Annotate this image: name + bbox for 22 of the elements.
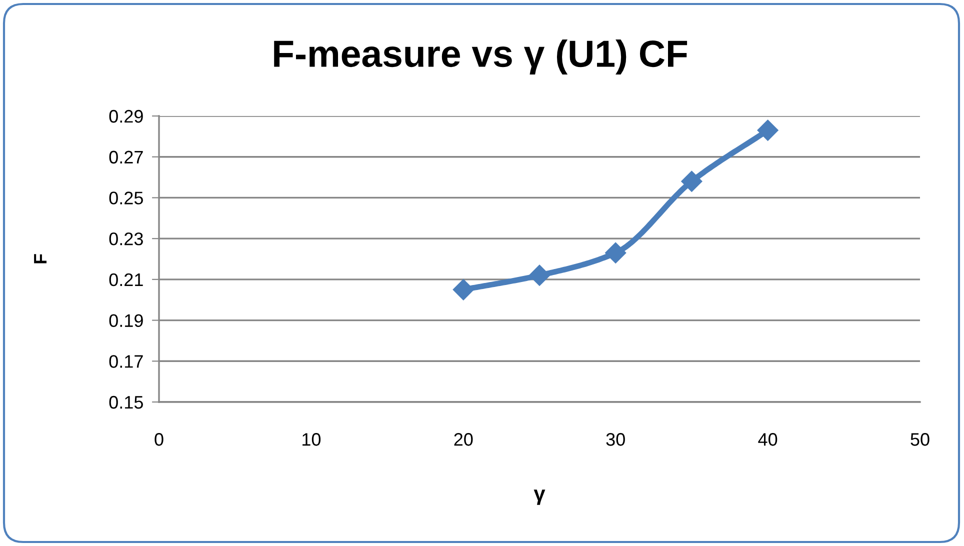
y-tick-label: 0.15	[109, 396, 143, 409]
point	[452, 279, 474, 300]
point	[528, 264, 550, 286]
y-tick-label: 0.25	[109, 192, 143, 204]
chart-title: F-measure vs γ (U1) CF	[274, 40, 688, 74]
y-tick-label: 0.27	[109, 150, 143, 164]
x-tick-label: 50	[910, 433, 930, 446]
y-tick-label: 0.19	[109, 314, 143, 328]
y-tick-label: 0.29	[109, 110, 143, 123]
y-tick-label: 0.23	[109, 232, 143, 246]
x-tick-label: 0	[154, 433, 164, 446]
x-tick-label: 10	[302, 433, 321, 446]
y-tick-label: 0.17	[109, 355, 143, 368]
point	[757, 120, 778, 141]
x-tick-label: 20	[454, 433, 473, 446]
x-tick-label: 40	[758, 433, 778, 446]
point	[681, 170, 702, 192]
x-axis-title: γ	[534, 490, 546, 505]
x-tick-label: 30	[606, 433, 625, 446]
y-axis-title: F	[34, 254, 47, 264]
point	[605, 242, 626, 264]
y-tick-label: 0.21	[109, 273, 143, 286]
